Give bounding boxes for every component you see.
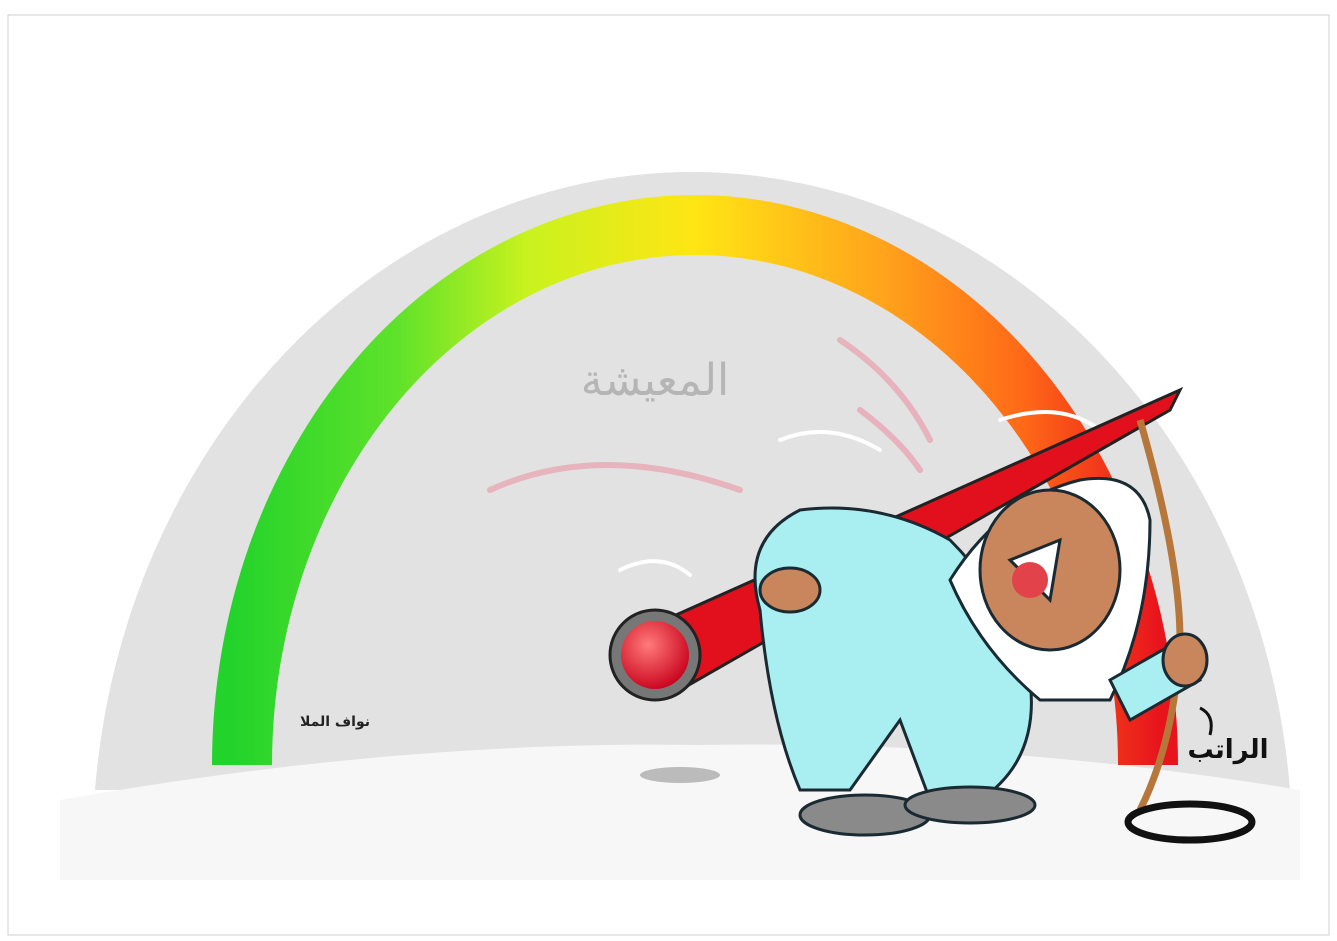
shadow <box>640 767 720 783</box>
needle-knob <box>621 621 689 689</box>
gauge-label: المعيشة <box>581 355 729 406</box>
signature: نواف الملا <box>300 714 370 730</box>
page: {"texts": {"gauge_label": "المعيشة", "sa… <box>0 0 1337 941</box>
salary-label: الراتب <box>1187 735 1268 765</box>
cartoon: المعيشة الراتب نواف الملا <box>0 0 1337 941</box>
